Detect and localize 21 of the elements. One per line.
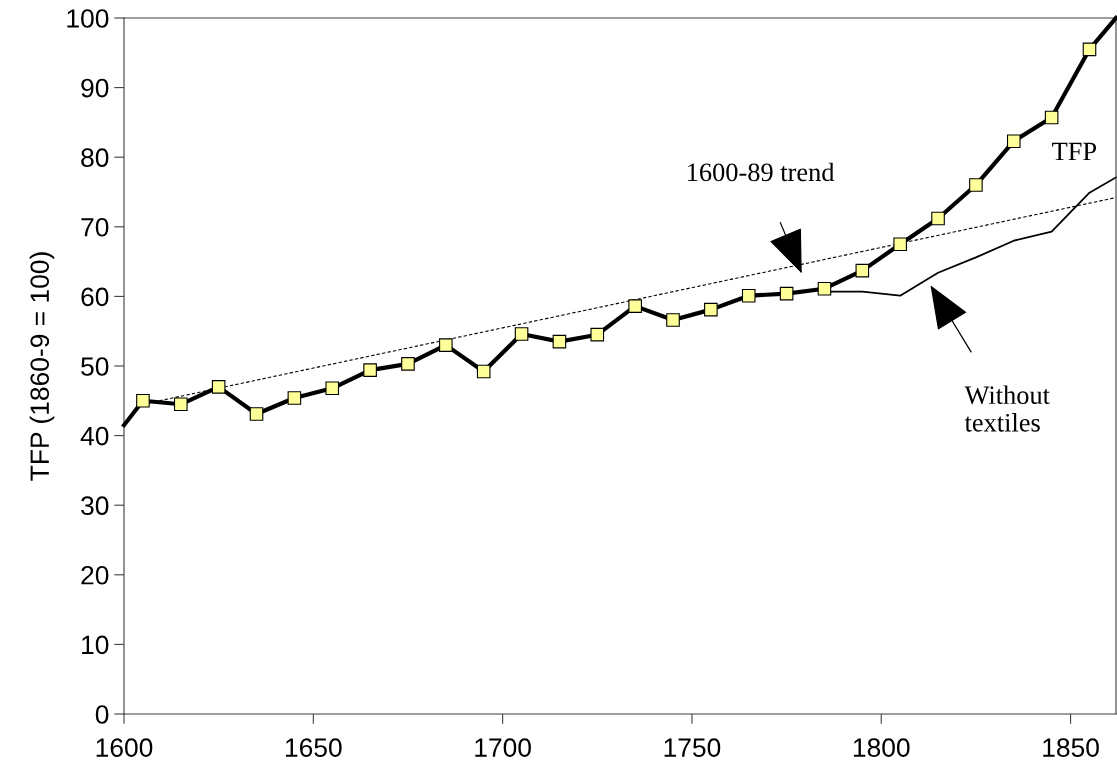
x-tick-label: 1600 [96,738,153,757]
text: Without textiles [964,385,1050,432]
text: 1600-89 trend [688,162,835,182]
y-tick-label: 30 [81,496,109,516]
y-tick-label: 60 [81,287,109,307]
y-tick-label: 20 [81,565,109,585]
y-tick-label: 100 [67,9,109,28]
y-tick-label: 40 [80,426,109,446]
x-tick-label: 1750 [664,738,721,757]
y-tick-label: 80 [81,148,109,168]
x-tick-label: 1850 [1043,738,1099,757]
y-tick-label: 0 [95,705,109,724]
y-tick-label: 90 [81,78,109,98]
y-axis-title: TFP (1860-9 = 100) [29,252,55,481]
y-tick-label: 10 [82,635,109,655]
x-tick-label: 1800 [853,738,910,757]
x-tick-label: 1700 [475,738,531,757]
y-tick-label: 70 [81,217,109,237]
series-label: TFP [1052,142,1097,161]
x-tick-label: 1650 [285,738,342,757]
y-tick-label: 50 [81,357,109,376]
